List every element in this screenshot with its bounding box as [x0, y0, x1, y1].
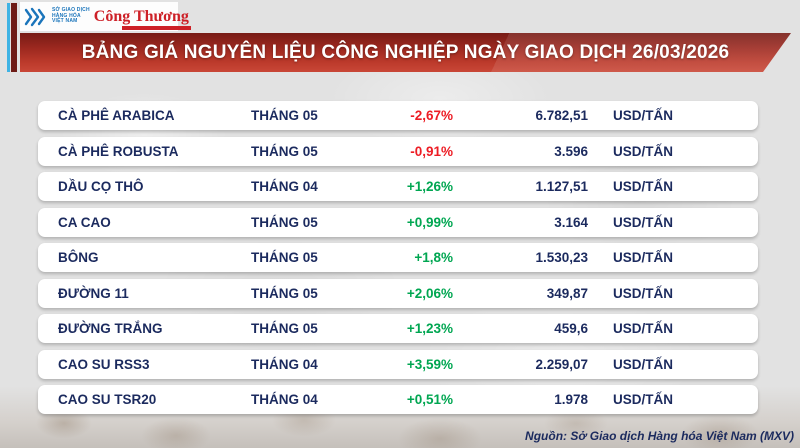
congthuong-logo-text: Công Thương	[93, 7, 189, 25]
percent-change: +1,8%	[414, 250, 453, 265]
commodity-name: CÀ PHÊ ARABICA	[58, 108, 175, 123]
price-unit: USD/TẤN	[613, 143, 673, 159]
commodity-name: BÔNG	[58, 250, 99, 265]
percent-change: -0,91%	[410, 143, 453, 159]
price-unit: USD/TẤN	[613, 179, 673, 194]
page-title: BẢNG GIÁ NGUYÊN LIỆU CÔNG NGHIỆP NGÀY GI…	[81, 41, 730, 63]
left-accent-stripe-maroon	[11, 3, 17, 72]
source-note: Nguồn: Sở Giao dịch Hàng hóa Việt Nam (M…	[525, 429, 794, 443]
percent-change: +3,59%	[406, 356, 453, 372]
percent-change: +0,99%	[406, 214, 453, 230]
mxv-logo-text: SỞ GIAO DỊCH HÀNG HÓA VIỆT NAM	[52, 8, 90, 25]
price-unit: USD/TẤN	[613, 392, 673, 407]
commodity-name: CAO SU RSS3	[58, 356, 150, 372]
contract-month: THÁNG 05	[251, 214, 318, 230]
price-value: 1.127,51	[535, 179, 588, 194]
percent-change: +1,23%	[406, 321, 453, 336]
congthuong-logo: Công Thương	[93, 7, 191, 30]
price-table: CÀ PHÊ ARABICA THÁNG 05 -2,67% 6.782,51 …	[38, 101, 758, 421]
title-banner: BẢNG GIÁ NGUYÊN LIỆU CÔNG NGHIỆP NGÀY GI…	[20, 33, 791, 72]
table-row: CAO SU RSS3 THÁNG 04 +3,59% 2.259,07 USD…	[38, 349, 758, 379]
price-value: 2.259,07	[535, 356, 588, 372]
table-row: CÀ PHÊ ARABICA THÁNG 05 -2,67% 6.782,51 …	[38, 101, 758, 130]
mxv-logo-line1: SỞ GIAO DỊCH	[52, 7, 90, 14]
price-value: 3.596	[554, 143, 588, 159]
contract-month: THÁNG 05	[251, 143, 318, 159]
commodity-name: ĐƯỜNG 11	[58, 285, 129, 301]
price-unit: USD/TẤN	[613, 108, 673, 123]
mxv-logo-line3: VIỆT NAM	[52, 18, 78, 25]
price-unit: USD/TẤN	[613, 321, 673, 336]
logo-panel: SỞ GIAO DỊCH HÀNG HÓA VIỆT NAM Công Thươ…	[20, 2, 191, 31]
contract-month: THÁNG 05	[251, 250, 318, 265]
contract-month: THÁNG 04	[251, 392, 318, 407]
table-row: CÀ PHÊ ROBUSTA THÁNG 05 -0,91% 3.596 USD…	[38, 136, 758, 166]
price-unit: USD/TẤN	[613, 356, 673, 372]
price-unit: USD/TẤN	[613, 250, 673, 265]
table-row: DẦU CỌ THÔ THÁNG 04 +1,26% 1.127,51 USD/…	[38, 172, 758, 201]
price-value: 349,87	[546, 285, 588, 301]
price-unit: USD/TẤN	[613, 285, 673, 301]
price-value: 6.782,51	[535, 108, 588, 123]
percent-change: -2,67%	[410, 108, 453, 123]
table-row: ĐƯỜNG TRẮNG THÁNG 05 +1,23% 459,6 USD/TẤ…	[38, 314, 758, 343]
price-value: 1.978	[554, 392, 588, 407]
contract-month: THÁNG 04	[251, 356, 318, 372]
contract-month: THÁNG 05	[251, 321, 318, 336]
table-row: ĐƯỜNG 11 THÁNG 05 +2,06% 349,87 USD/TẤN	[38, 278, 758, 308]
table-row: CA CAO THÁNG 05 +0,99% 3.164 USD/TẤN	[38, 207, 758, 237]
mxv-chevrons-icon	[24, 7, 46, 26]
price-value: 459,6	[554, 321, 588, 336]
price-value: 1.530,23	[535, 250, 588, 265]
mxv-logo: SỞ GIAO DỊCH HÀNG HÓA VIỆT NAM	[23, 6, 90, 28]
commodity-name: CA CAO	[58, 214, 111, 230]
commodity-name: DẦU CỌ THÔ	[58, 179, 144, 194]
contract-month: THÁNG 05	[251, 108, 318, 123]
left-accent-stripe-cyan	[7, 3, 10, 72]
commodity-name: CAO SU TSR20	[58, 392, 157, 407]
percent-change: +2,06%	[406, 285, 453, 301]
price-value: 3.164	[554, 214, 588, 230]
contract-month: THÁNG 04	[251, 179, 318, 194]
commodity-name: ĐƯỜNG TRẮNG	[58, 321, 163, 336]
percent-change: +0,51%	[406, 392, 453, 407]
commodity-name: CÀ PHÊ ROBUSTA	[58, 143, 179, 159]
congthuong-underline	[121, 25, 191, 30]
price-unit: USD/TẤN	[613, 214, 673, 230]
table-row: CAO SU TSR20 THÁNG 04 +0,51% 1.978 USD/T…	[38, 385, 758, 414]
mxv-logo-line2: HÀNG HÓA	[52, 12, 81, 19]
percent-change: +1,26%	[406, 179, 453, 194]
table-row: BÔNG THÁNG 05 +1,8% 1.530,23 USD/TẤN	[38, 243, 758, 272]
contract-month: THÁNG 05	[251, 285, 318, 301]
